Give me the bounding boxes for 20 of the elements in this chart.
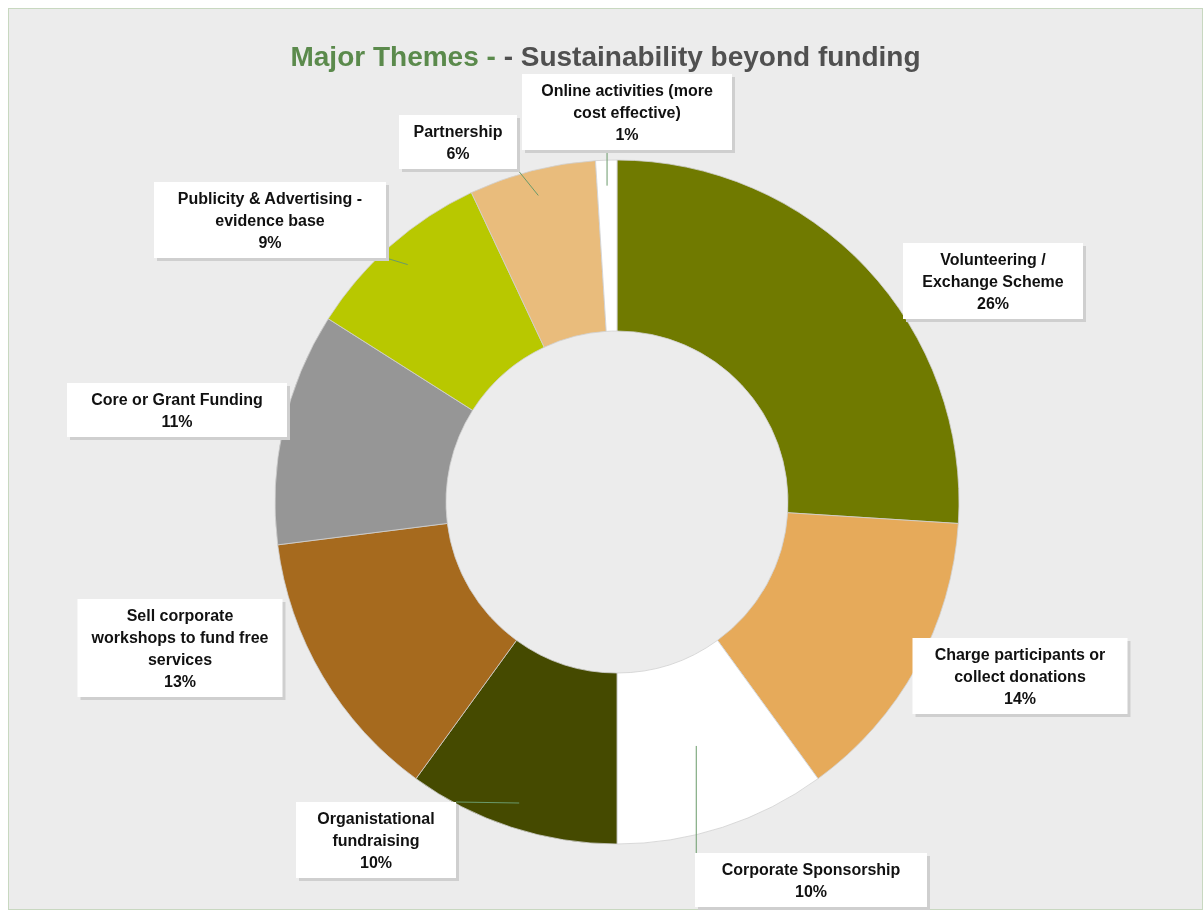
data-label: 26% (976, 294, 1010, 312)
data-label: 10% (794, 882, 828, 900)
data-label: 10% (359, 853, 393, 871)
slice-label: Core or Grant Funding (91, 390, 263, 408)
slice-label: Partnership (413, 122, 503, 140)
data-label: 11% (161, 412, 193, 430)
slice-label: Publicity & Advertising - evidence base (177, 189, 363, 229)
slice-label: Corporate Sponsorship (721, 860, 901, 878)
slice-label: Sell corporate workshops to fund free services (90, 606, 269, 668)
slice-label: Volunteering / Exchange Scheme (922, 250, 1064, 290)
slice-label: Online activities (more cost effective) (541, 81, 713, 121)
data-label: 13% (163, 672, 197, 690)
data-label: 9% (258, 233, 282, 251)
chart-title: Major Themes - (290, 41, 496, 72)
data-label: 1% (615, 125, 639, 143)
slice-label: Organistational fundraising (317, 809, 435, 849)
chart-subtitle: - Sustainability beyond funding (495, 41, 921, 72)
data-label: 14% (1003, 689, 1037, 707)
data-label: 6% (446, 144, 470, 162)
slice-label: Charge participants or collect donations (934, 645, 1106, 685)
